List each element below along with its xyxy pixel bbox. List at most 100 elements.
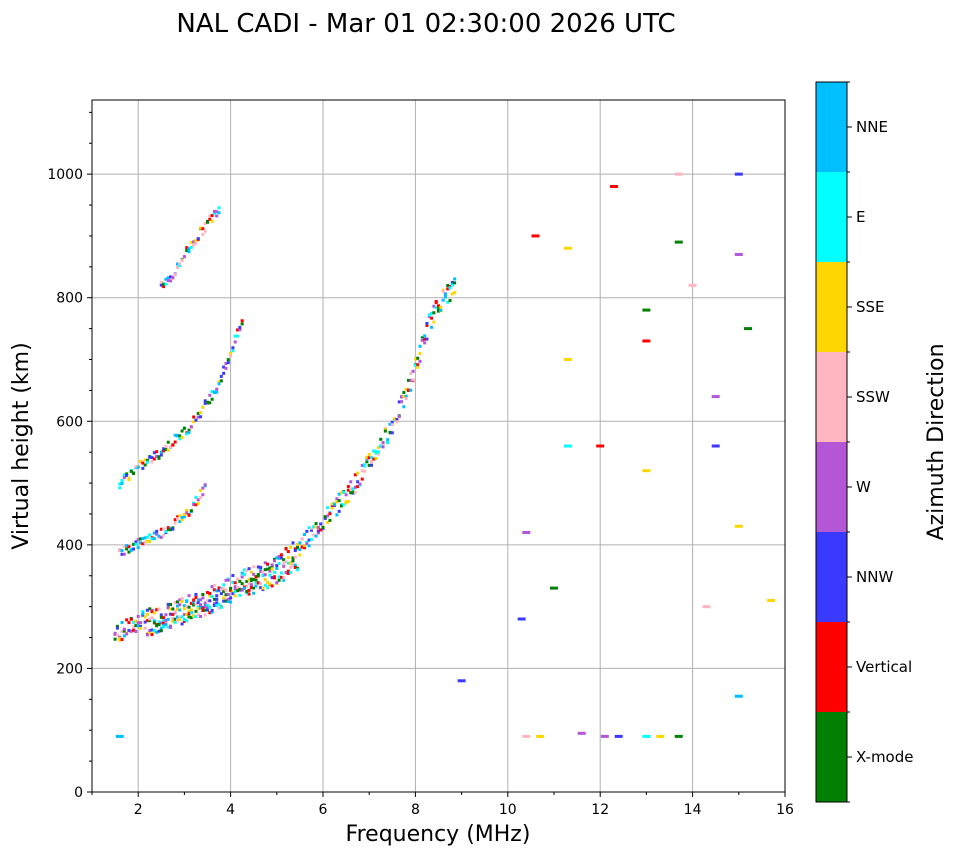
echo-point (185, 605, 189, 609)
echo-point (141, 610, 145, 614)
echo-point (282, 578, 286, 582)
echo-point (166, 625, 170, 629)
echo-point (185, 619, 189, 623)
echo-point (734, 172, 743, 176)
echo-point (397, 400, 401, 404)
echo-point (180, 436, 184, 440)
echo-point (448, 286, 452, 290)
echo-point (372, 457, 376, 461)
echo-point (141, 466, 145, 470)
echo-point (443, 292, 447, 296)
echo-point (178, 615, 182, 619)
echo-point (189, 601, 193, 605)
echo-point (122, 634, 126, 638)
echo-point (233, 585, 237, 589)
echo-point (145, 535, 149, 539)
echo-point (409, 372, 413, 376)
echo-point (224, 593, 228, 597)
echo-point (254, 578, 258, 582)
echo-point (711, 444, 720, 448)
echo-point (600, 734, 609, 738)
echo-point (229, 596, 233, 600)
echo-point (136, 538, 140, 542)
echo-point (242, 568, 246, 572)
echo-point (674, 734, 683, 738)
echo-point (314, 525, 318, 529)
echo-point (199, 488, 203, 492)
echo-point (159, 629, 163, 633)
echo-point (353, 473, 357, 477)
echo-point (212, 597, 216, 601)
echo-point (182, 426, 186, 430)
echo-point (175, 517, 179, 521)
echo-point (284, 571, 288, 575)
echo-point (231, 349, 235, 353)
echo-point (203, 605, 207, 609)
echo-point (187, 513, 191, 517)
echo-point (203, 401, 207, 405)
echo-point (182, 512, 186, 516)
echo-point (381, 441, 385, 445)
echo-point (127, 550, 131, 554)
echo-point (363, 464, 367, 468)
echo-point (166, 606, 170, 610)
echo-point (249, 586, 253, 590)
echo-point (400, 395, 404, 399)
echo-point (277, 561, 281, 565)
echo-point (118, 486, 122, 490)
echo-point (122, 476, 126, 480)
echo-point (335, 497, 339, 501)
echo-point (141, 542, 145, 546)
echo-point (206, 603, 209, 607)
echo-point (212, 211, 216, 215)
echo-point (187, 428, 191, 432)
echo-point (284, 560, 288, 564)
echo-point (169, 275, 173, 279)
echo-point (337, 492, 341, 496)
echo-point (159, 450, 163, 454)
echo-point (397, 414, 401, 418)
echo-point (266, 580, 270, 584)
echo-point (180, 515, 184, 519)
echo-point (217, 380, 221, 384)
echo-point (247, 567, 251, 571)
plot-frame (91, 99, 786, 793)
echo-point (351, 487, 355, 491)
echo-point (293, 548, 297, 552)
echo-point (254, 581, 258, 585)
echo-point (118, 549, 122, 553)
echo-point (335, 513, 339, 517)
echo-point (229, 588, 233, 592)
echo-point (339, 504, 343, 508)
echo-point (319, 522, 323, 526)
echo-point (309, 537, 313, 541)
colorbar-segment (816, 712, 847, 802)
echo-point (404, 387, 408, 391)
echo-point (118, 638, 122, 642)
echo-point (139, 537, 143, 541)
echo-point (120, 638, 124, 642)
echo-point (178, 437, 182, 441)
echo-point (201, 232, 205, 236)
echo-point (143, 615, 147, 619)
echo-point (169, 279, 173, 283)
echo-point (169, 607, 173, 611)
echo-point (344, 500, 348, 504)
echo-point (688, 283, 697, 287)
echo-point (210, 610, 214, 614)
echo-point (155, 608, 159, 612)
echo-point (356, 480, 360, 484)
echo-point (517, 617, 526, 621)
colorbar-label-e: E (856, 208, 865, 226)
echo-point (303, 544, 307, 548)
echo-point (298, 553, 302, 557)
echo-point (125, 474, 129, 478)
echo-point (245, 568, 249, 572)
echo-point (305, 542, 309, 546)
echo-point (210, 397, 214, 401)
echo-point (194, 602, 198, 606)
echo-point (312, 525, 316, 529)
echo-point (353, 485, 357, 489)
echo-point (208, 591, 212, 595)
